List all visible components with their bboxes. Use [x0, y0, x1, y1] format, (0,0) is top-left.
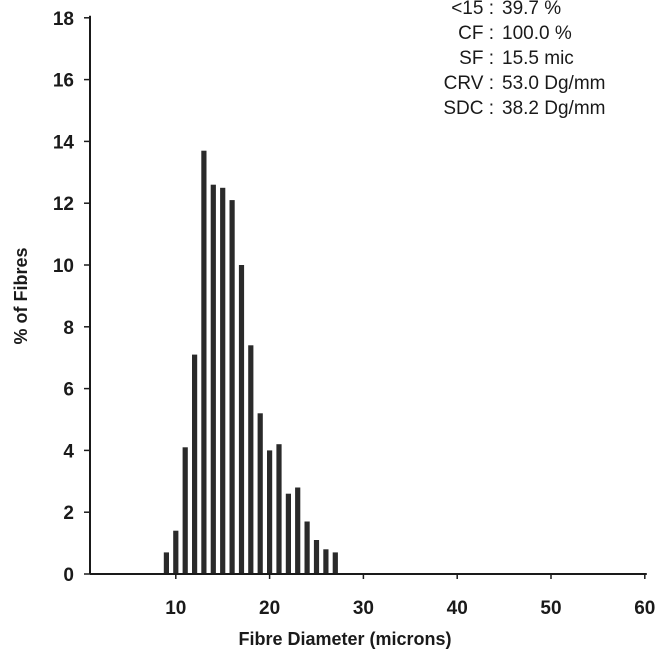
stat-value: 38.2 Dg/mm — [502, 98, 605, 119]
stat-label: CF : — [458, 23, 494, 44]
stat-label: CRV : — [444, 73, 494, 94]
bar — [258, 413, 263, 574]
y-tick-label: 6 — [63, 380, 74, 401]
y-axis-title: % of Fibres — [11, 247, 31, 344]
x-tick-label: 10 — [165, 598, 186, 619]
x-tick-label: 20 — [259, 598, 280, 619]
y-ticks: 0 2 4 6 8 10 12 14 16 18 — [53, 9, 90, 586]
stat-label: <15 : — [451, 0, 494, 19]
bars-group — [164, 151, 338, 574]
x-axis-title: Fibre Diameter (microns) — [238, 629, 451, 649]
bar — [276, 444, 281, 574]
y-tick-label: 4 — [63, 441, 74, 462]
bar — [323, 549, 328, 574]
bar — [239, 265, 244, 574]
y-tick-label: 2 — [63, 503, 74, 524]
bar — [211, 185, 216, 574]
bar — [220, 188, 225, 574]
y-tick-label: 8 — [63, 318, 74, 339]
bar — [286, 494, 291, 574]
stat-value: 15.5 mic — [502, 48, 574, 69]
x-tick-label: 50 — [540, 598, 561, 619]
bar — [173, 531, 178, 574]
x-tick-label: 30 — [353, 598, 374, 619]
stat-value: 39.7 % — [502, 0, 561, 19]
bar — [183, 447, 188, 574]
x-ticks: 10 20 30 40 50 60 — [165, 574, 655, 619]
stats-box: <15 : 39.7 % CF : 100.0 % SF : 15.5 mic CRV : 5… — [443, 0, 605, 119]
bar — [192, 355, 197, 574]
bar — [267, 450, 272, 574]
y-tick-label: 10 — [53, 256, 74, 277]
bar — [333, 552, 338, 574]
stat-value: 53.0 Dg/mm — [502, 73, 605, 94]
stat-value: 100.0 % — [502, 23, 572, 44]
y-tick-label: 18 — [53, 9, 74, 30]
x-tick-label: 60 — [634, 598, 655, 619]
bar — [305, 522, 310, 575]
stat-label: SF : — [459, 48, 494, 69]
y-tick-label: 14 — [53, 132, 75, 153]
bar — [201, 151, 206, 574]
stat-label: SDC : — [443, 98, 494, 119]
bar — [314, 540, 319, 574]
y-tick-label: 12 — [53, 194, 74, 215]
x-tick-label: 40 — [447, 598, 468, 619]
bar — [248, 345, 253, 574]
y-tick-label: 16 — [53, 71, 74, 92]
bar — [164, 552, 169, 574]
bar — [230, 200, 235, 574]
y-tick-label: 0 — [63, 565, 74, 586]
bar — [295, 488, 300, 575]
